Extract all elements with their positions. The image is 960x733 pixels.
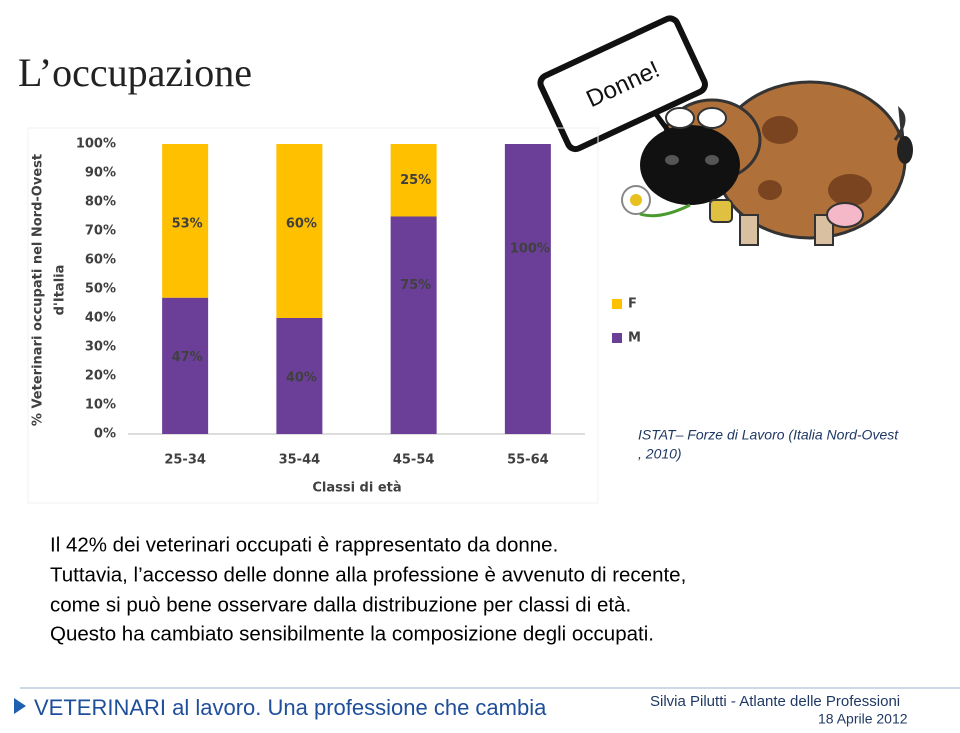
y-tick-label: 70% [85, 224, 116, 239]
data-label: 47% [172, 350, 203, 365]
y-tick-label: 60% [85, 253, 116, 268]
y-tick-label: 80% [85, 195, 116, 210]
sign: Donne! [537, 15, 708, 156]
footer-date: 18 Aprile 2012 [818, 711, 908, 727]
y-tick-label: 20% [85, 369, 116, 384]
x-tick-label: 35-44 [279, 453, 321, 468]
y-tick-label: 0% [94, 427, 116, 442]
bar-segment [162, 297, 209, 434]
chart: 0% 10% 20% 30% 40% 50% 60% 70% 80% 90% 100% 25-34 47… [27, 127, 641, 504]
cow-illustration [621, 80, 913, 246]
bar-segment [276, 318, 323, 434]
legend-swatch [612, 299, 622, 309]
y-axis-label: d'Italia [53, 265, 68, 316]
source-line: , 2010) [638, 446, 682, 462]
data-label: 25% [400, 173, 431, 188]
x-tick-label: 25-34 [164, 453, 206, 468]
data-label: 60% [286, 217, 317, 232]
chart-frame [27, 127, 599, 504]
legend-label: F [628, 297, 637, 312]
footer-author: Silvia Pilutti - Atlante delle Professio… [650, 693, 900, 710]
data-label: 40% [286, 371, 317, 386]
footer-bullet [14, 698, 26, 714]
data-label: 100% [510, 242, 550, 257]
y-tick-label: 30% [85, 340, 116, 355]
bar-segment [390, 144, 437, 217]
y-tick-label: 40% [85, 311, 116, 326]
bar-segment [504, 144, 551, 434]
source-line: ISTAT– Forze di Lavoro (Italia Nord-Oves… [638, 427, 899, 443]
data-label: 75% [400, 278, 431, 293]
legend-label: M [628, 331, 641, 346]
slide-title: L’occupazione [18, 50, 252, 95]
y-tick-label: 50% [85, 282, 116, 297]
y-tick-label: 90% [85, 166, 116, 181]
bar-segment [162, 144, 209, 298]
x-tick-label: 45-54 [393, 453, 435, 468]
y-tick-label: 10% [85, 398, 116, 413]
body-line: Questo ha cambiato sensibilmente la comp… [50, 622, 654, 645]
body-line: Tuttavia, l’accesso delle donne alla pro… [50, 563, 686, 586]
bar-segment [276, 144, 323, 318]
data-label: 53% [172, 217, 203, 232]
body-line: Il 42% dei veterinari occupati è rappres… [50, 533, 558, 556]
legend-swatch [612, 333, 622, 343]
body-line: come si può bene osservare dalla distrib… [50, 593, 631, 616]
bar-segment [390, 216, 437, 434]
y-tick-label: 100% [76, 137, 116, 152]
y-axis-label: % Veterinari occupati nel Nord-Ovest [31, 154, 46, 426]
x-axis-label: Classi di età [312, 481, 401, 496]
footer-title: VETERINARI al lavoro. Una professione ch… [34, 695, 547, 720]
x-tick-label: 55-64 [507, 453, 549, 468]
